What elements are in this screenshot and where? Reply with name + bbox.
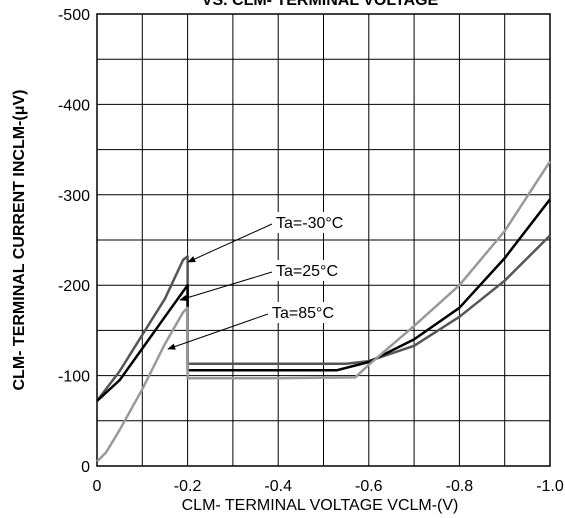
series-line: [96, 234, 551, 402]
x-axis-label: CLM- TERMINAL VOLTAGE VCLM-(V): [182, 497, 459, 514]
chart-title: VS. CLM- TERMINAL VOLTAGE: [202, 0, 439, 9]
annotation-arrow: [167, 313, 269, 350]
annotation-bg: [274, 212, 368, 233]
x-tick-label: -0.2: [174, 478, 202, 495]
annotation-bg: [270, 302, 364, 323]
y-tick-label: -200: [58, 278, 90, 295]
y-tick-label: -500: [58, 7, 90, 24]
x-tick-label: -0.8: [446, 478, 474, 495]
y-tick-label: 0: [81, 459, 90, 476]
legend-label: Ta=-30°C: [276, 215, 343, 232]
y-axis-label: CLM- TERMINAL CURRENT INCLM-(μV): [11, 89, 28, 390]
series-line: [96, 198, 551, 402]
plot-frame: [96, 13, 551, 467]
annotation-arrow: [187, 223, 273, 263]
y-tick-label: -100: [58, 369, 90, 386]
legend-label: Ta=25°C: [276, 263, 338, 280]
legend-label: Ta=85°C: [272, 305, 334, 322]
y-tick-label: -300: [58, 188, 90, 205]
annotation-bg: [274, 260, 368, 281]
x-tick-label: -0.6: [355, 478, 383, 495]
x-tick-label: -1.0: [536, 478, 564, 495]
series-line: [96, 160, 552, 463]
x-tick-label: -0.4: [264, 478, 292, 495]
annotation-arrow: [179, 271, 273, 301]
x-tick-label: 0: [93, 478, 102, 495]
y-tick-label: -400: [58, 97, 90, 114]
